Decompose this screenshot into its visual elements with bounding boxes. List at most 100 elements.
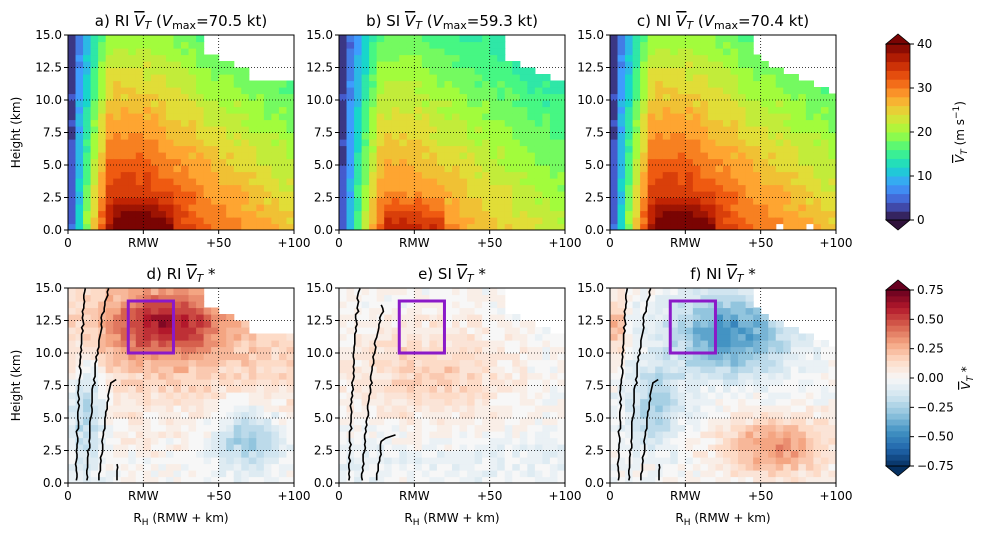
field-cell	[738, 171, 747, 179]
field-cell	[557, 106, 565, 114]
field-cell	[68, 379, 77, 387]
field-cell	[354, 457, 363, 465]
field-cell	[256, 191, 265, 199]
field-cell	[640, 372, 649, 380]
field-cell	[640, 139, 649, 147]
field-cell	[158, 379, 167, 387]
field-cell	[700, 366, 709, 374]
field-cell	[527, 392, 536, 400]
field-cell	[399, 437, 408, 445]
field-cell	[90, 301, 99, 309]
field-cell	[248, 165, 257, 173]
field-cell	[715, 217, 724, 225]
field-cell	[497, 288, 506, 296]
field-cell	[384, 217, 393, 225]
field-cell	[467, 152, 476, 160]
field-cell	[775, 132, 784, 140]
field-cell	[489, 340, 498, 348]
field-cell	[339, 197, 348, 205]
field-cell	[105, 353, 114, 361]
field-cell	[263, 398, 272, 406]
field-cell	[278, 126, 288, 134]
field-cell	[105, 139, 114, 147]
field-cell	[188, 210, 197, 218]
field-cell	[482, 470, 491, 478]
field-cell	[158, 327, 167, 335]
field-cell	[188, 385, 197, 393]
field-cell	[497, 132, 506, 140]
field-cell	[83, 405, 92, 413]
field-cell	[527, 470, 536, 478]
field-cell	[489, 74, 498, 82]
field-cell	[647, 119, 656, 127]
field-cell	[173, 301, 182, 309]
field-cell	[68, 61, 77, 69]
field-cell	[662, 106, 671, 114]
field-cell	[150, 54, 159, 62]
field-cell	[165, 398, 175, 406]
x-tick-label: RMW	[399, 489, 430, 503]
x-tick-label: 0	[335, 236, 343, 250]
field-cell	[248, 470, 257, 478]
field-cell	[90, 93, 99, 101]
field-cell	[414, 476, 423, 483]
field-cell	[444, 35, 453, 43]
field-cell	[158, 294, 167, 302]
field-cell	[83, 223, 92, 230]
field-cell	[196, 372, 205, 380]
field-cell	[406, 301, 415, 309]
field-cell	[692, 379, 701, 387]
field-cell	[158, 165, 167, 173]
field-cell	[738, 74, 747, 82]
field-cell	[436, 314, 446, 322]
field-cell	[534, 119, 543, 127]
field-cell	[346, 217, 355, 225]
field-cell	[444, 80, 453, 88]
field-cell	[421, 74, 430, 82]
field-cell	[715, 294, 724, 302]
field-cell	[271, 132, 280, 140]
field-cell	[271, 470, 280, 478]
field-cell	[452, 48, 461, 56]
field-cell	[647, 398, 656, 406]
field-cell	[339, 145, 348, 153]
field-cell	[248, 184, 257, 192]
field-cell	[120, 424, 129, 432]
field-cell	[685, 67, 694, 75]
field-cell	[730, 178, 739, 186]
field-cell	[700, 444, 709, 452]
field-cell	[369, 431, 378, 439]
field-cell	[745, 191, 754, 199]
title-part: e) SI	[418, 265, 457, 283]
field-cell	[459, 288, 468, 296]
field-cell	[625, 418, 634, 426]
field-cell	[113, 74, 122, 82]
field-cell	[143, 359, 152, 367]
field-cell	[181, 372, 190, 380]
field-cell	[700, 476, 709, 483]
field-cell	[135, 385, 144, 393]
field-cell	[399, 379, 408, 387]
field-cell	[150, 126, 159, 134]
field-cell	[474, 80, 483, 88]
field-cell	[75, 223, 84, 230]
field-cell	[459, 191, 468, 199]
field-cell	[557, 126, 565, 134]
field-cell	[376, 54, 385, 62]
field-cell	[233, 165, 242, 173]
field-cell	[692, 418, 701, 426]
field-cell	[90, 210, 99, 218]
field-cell	[196, 314, 205, 322]
field-cell	[98, 217, 107, 225]
field-cell	[196, 288, 205, 296]
field-cell	[730, 294, 739, 302]
grid	[339, 288, 565, 483]
field-cell	[105, 307, 114, 315]
field-cell	[662, 80, 671, 88]
field-cell	[497, 437, 506, 445]
field-cell	[723, 398, 732, 406]
field-cell	[497, 470, 506, 478]
field-cell	[685, 392, 694, 400]
field-cell	[625, 217, 634, 225]
